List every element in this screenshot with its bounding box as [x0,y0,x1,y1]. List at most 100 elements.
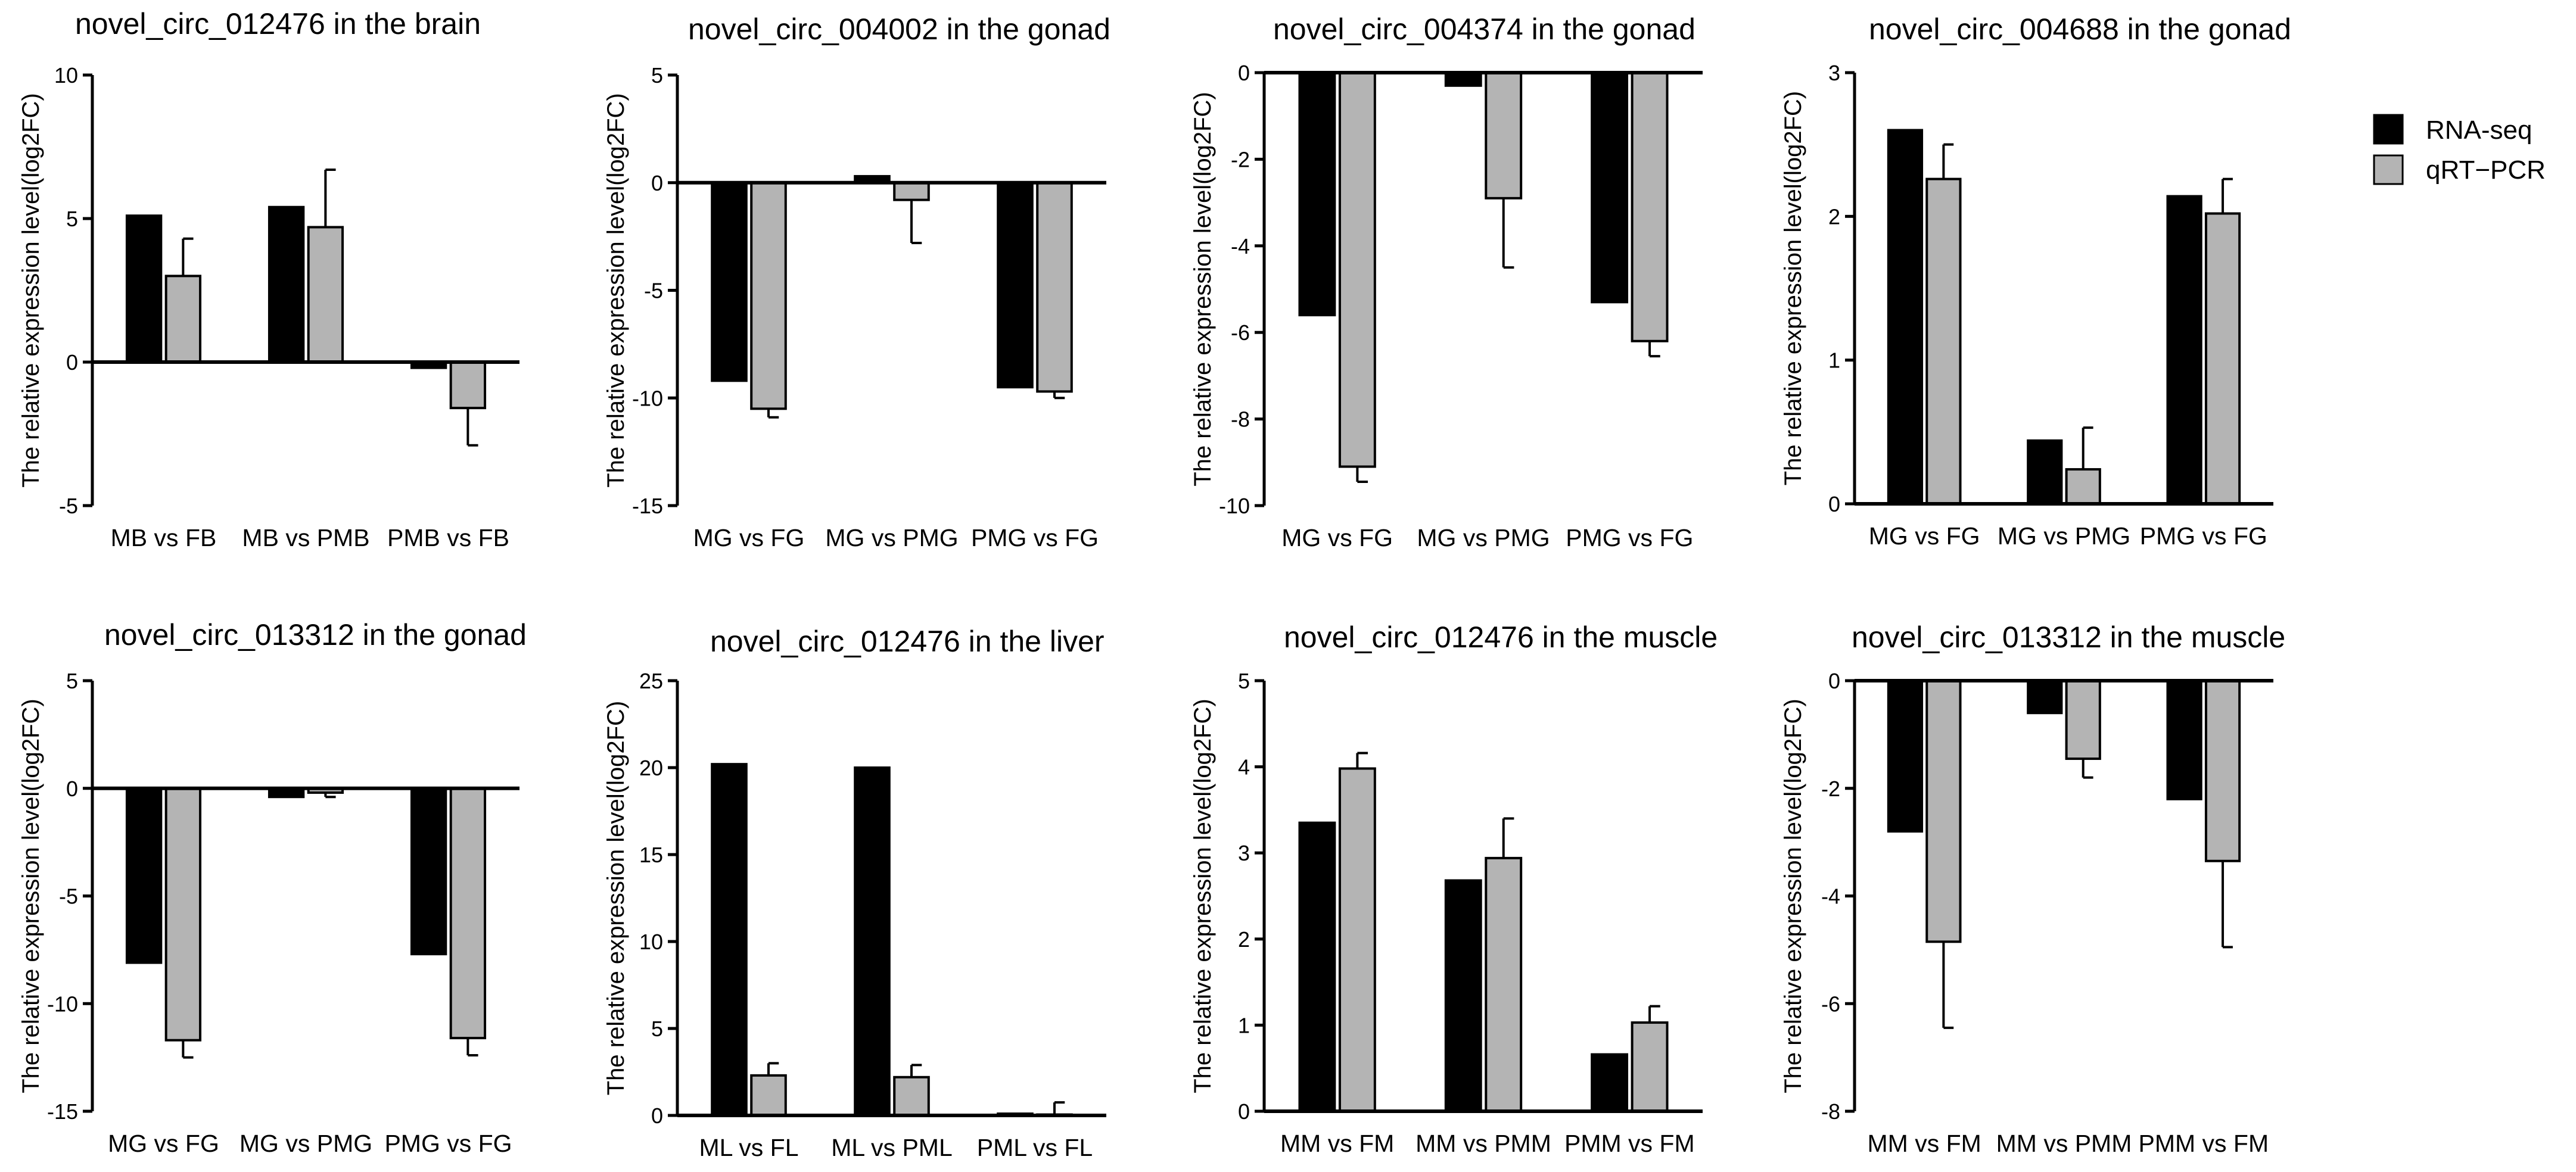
bar-qrt-pcr [2065,679,2101,760]
bar-qrt-pcr [2204,679,2241,862]
x-tick-label: PMB vs FB [387,524,509,551]
chart-title: novel_circ_004688 in the gonad [1869,13,2291,46]
chart-title: novel_circ_012476 in the muscle [1284,621,1718,654]
chart-title: novel_circ_013312 in the gonad [104,618,527,652]
y-tick-label: 5 [66,207,78,231]
y-tick-label: 5 [66,669,78,693]
y-tick-label: -2 [1821,777,1840,801]
y-tick-label: -6 [1821,992,1840,1016]
x-tick-label: MG vs FG [1281,524,1393,551]
y-tick-label: -5 [59,494,78,518]
bar-qrt-pcr [1338,71,1376,468]
bar-qrt-pcr [1036,181,1073,393]
chart-panel-7: novel_circ_012476 in the muscle The relat… [1190,621,1718,1157]
bar-rna-seq [1591,71,1629,304]
bar-qrt-pcr [893,1076,930,1117]
x-tick-label: PMM vs FM [2139,1130,2269,1157]
y-tick-label: -8 [1821,1099,1840,1124]
bar-rna-seq [125,214,163,363]
y-tick-label: 0 [66,777,78,801]
chart-title: novel_circ_012476 in the liver [710,625,1105,658]
bar-rna-seq [1887,679,1924,833]
y-tick-label: -4 [1821,884,1840,909]
bar-qrt-pcr [893,181,930,201]
y-tick-label: 0 [651,1104,663,1128]
bar-rna-seq [711,763,748,1117]
bar-qrt-pcr [1631,71,1669,342]
bar-rna-seq [267,205,305,363]
x-tick-label: MG vs PMG [239,1130,372,1157]
chart-title: novel_circ_013312 in the muscle [1852,621,2285,654]
y-tick-label: -8 [1231,407,1250,432]
y-tick-label: 2 [1828,204,1840,229]
bar-qrt-pcr [1485,71,1523,200]
bar-qrt-pcr [449,361,487,410]
y-tick-label: 1 [1238,1013,1250,1037]
y-tick-label: 5 [651,1017,663,1041]
y-tick-label: -15 [632,494,663,518]
x-tick-label: MG vs PMG [1998,522,2130,550]
y-tick-label: 15 [639,843,663,867]
y-tick-label: 5 [1238,669,1250,693]
bar-rna-seq [1591,1053,1629,1112]
legend-swatch-rna-seq [2373,114,2404,145]
y-tick-label: 3 [1828,61,1840,85]
x-tick-label: PMG vs FG [384,1130,512,1157]
y-tick-label: 0 [66,350,78,375]
x-tick-label: PMM vs FM [1564,1130,1695,1157]
bar-qrt-pcr [164,787,202,1042]
bar-rna-seq [2027,439,2063,506]
y-tick-label: 0 [1828,492,1840,516]
x-tick-label: MG vs FG [1869,522,1980,550]
x-tick-label: ML vs FL [699,1134,798,1161]
y-axis-label: The relative expression level(log2FC) [603,701,629,1096]
x-tick-label: MM vs FM [1868,1130,1981,1157]
y-tick-label: -10 [47,992,78,1016]
y-axis-label: The relative expression level(log2FC) [603,93,629,488]
x-tick-label: MG vs FG [108,1130,219,1157]
bar-qrt-pcr [1925,177,1962,505]
charts-layer: novel_circ_012476 in the brain The relati… [18,7,2291,1161]
legend-label-qrt-pcr: qRT−PCR [2426,155,2546,185]
y-tick-label: 20 [639,756,663,780]
x-tick-label: PMG vs FG [971,524,1099,551]
bar-rna-seq [1298,71,1336,317]
y-axis-label: The relative expression level(log2FC) [1780,699,1806,1093]
x-tick-label: PMG vs FG [2140,522,2267,550]
bar-rna-seq [997,181,1034,389]
y-tick-label: 4 [1238,755,1250,780]
y-tick-label: -6 [1231,320,1250,345]
bar-rna-seq [125,787,163,964]
y-tick-label: 2 [1238,927,1250,952]
chart-panel-5: novel_circ_013312 in the gonad The relati… [18,618,527,1157]
y-tick-label: -2 [1231,147,1250,172]
y-tick-label: 3 [1238,841,1250,865]
bar-qrt-pcr [750,1074,787,1117]
x-tick-label: MM vs PMM [1996,1130,2132,1157]
y-axis-label: The relative expression level(log2FC) [18,93,44,488]
bar-qrt-pcr [164,275,202,363]
bar-qrt-pcr [750,181,787,410]
y-tick-label: 25 [639,669,663,693]
x-tick-label: MM vs FM [1280,1130,1394,1157]
bar-rna-seq [1298,821,1336,1112]
x-tick-label: MM vs PMM [1415,1130,1551,1157]
bar-qrt-pcr [1631,1021,1669,1113]
bar-qrt-pcr [307,226,344,363]
x-tick-label: ML vs PML [831,1134,953,1161]
chart-title: novel_circ_004374 in the gonad [1273,13,1695,46]
bar-qrt-pcr [2065,468,2101,506]
bar-rna-seq [410,787,447,956]
chart-panel-6: novel_circ_012476 in the liver The relati… [603,625,1106,1161]
y-tick-label: 10 [54,63,78,88]
bar-rna-seq [1444,879,1482,1113]
y-tick-label: 0 [1238,61,1250,85]
y-tick-label: 10 [639,930,663,954]
y-tick-label: -10 [632,386,663,410]
bar-rna-seq [2166,195,2202,505]
legend: RNA-seq qRT−PCR [2373,114,2546,185]
chart-panel-2: novel_circ_004002 in the gonad The relati… [603,13,1110,551]
bar-rna-seq [711,181,748,382]
y-tick-label: 0 [651,171,663,195]
